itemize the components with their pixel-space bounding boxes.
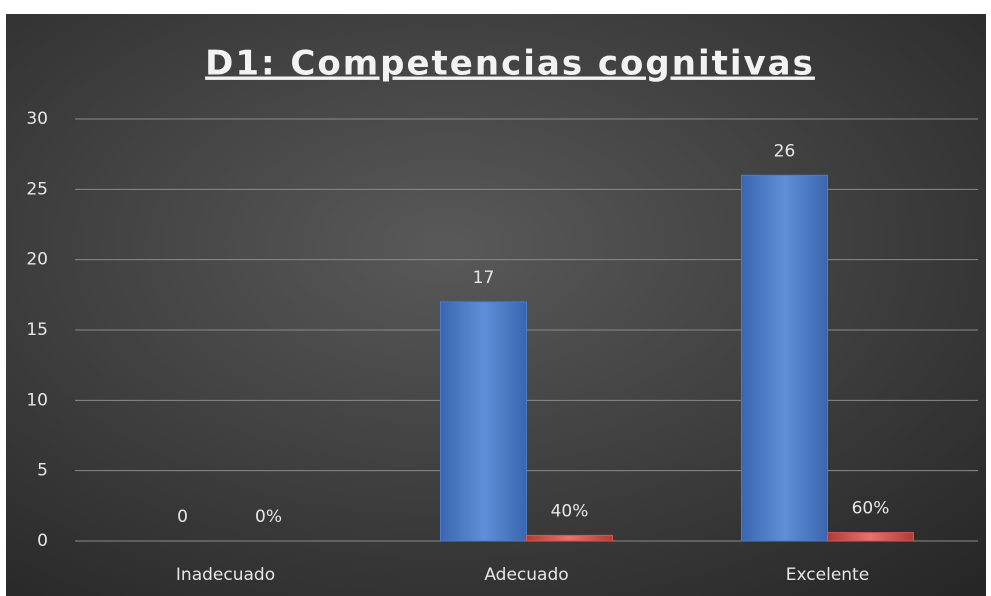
x-tick-label: Adecuado — [484, 565, 568, 585]
data-label: 17 — [473, 268, 495, 288]
y-tick-label: 0 — [37, 531, 48, 551]
bar — [440, 301, 527, 542]
data-label: 26 — [774, 141, 796, 161]
bar — [741, 174, 828, 542]
data-label: 40% — [551, 501, 589, 521]
y-tick-label: 15 — [26, 320, 48, 340]
data-label: 0 — [177, 507, 188, 527]
y-tick-label: 25 — [26, 179, 48, 199]
x-tick-label: Inadecuado — [176, 565, 275, 585]
data-label: 60% — [852, 499, 890, 519]
y-tick-label: 5 — [37, 461, 48, 481]
y-tick-label: 10 — [26, 390, 48, 410]
data-label: 0% — [255, 507, 282, 527]
y-tick-label: 30 — [26, 109, 48, 129]
y-tick-label: 20 — [26, 250, 48, 270]
bar — [526, 534, 613, 542]
bar — [827, 532, 914, 542]
chart-title: D1: Competencias cognitivas — [205, 44, 815, 84]
x-tick-label: Excelente — [786, 565, 869, 585]
